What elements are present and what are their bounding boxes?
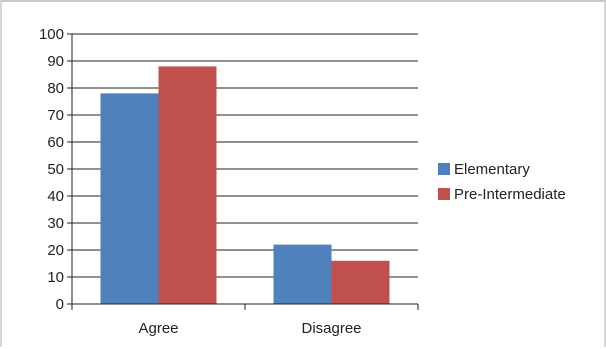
- y-tick-label: 0: [56, 296, 64, 313]
- y-tick-label: 80: [47, 80, 64, 97]
- x-category-label: Agree: [138, 320, 178, 337]
- legend-label: Elementary: [454, 161, 530, 178]
- y-tick-label: 100: [39, 26, 64, 43]
- bar-pre-intermediate-disagree: [331, 260, 390, 304]
- bar-pre-intermediate-agree: [158, 66, 217, 305]
- y-tick-label: 60: [47, 134, 64, 151]
- legend-swatch: [438, 188, 450, 200]
- bar-elementary-agree: [100, 93, 159, 305]
- x-axis-categories: Agree Disagree: [138, 320, 361, 337]
- legend-label: Pre-Intermediate: [454, 186, 566, 203]
- y-tick-label: 30: [47, 215, 64, 232]
- y-tick-label: 10: [47, 269, 64, 286]
- y-axis-ticks: 0 10 20 30 40 50 60 70 80 90 100: [39, 26, 72, 313]
- legend-swatch: [438, 163, 450, 175]
- y-tick-label: 50: [47, 161, 64, 178]
- x-category-label: Disagree: [301, 320, 361, 337]
- y-tick-label: 90: [47, 53, 64, 70]
- y-tick-label: 40: [47, 188, 64, 205]
- bar-elementary-disagree: [273, 244, 332, 304]
- y-tick-label: 70: [47, 107, 64, 124]
- legend: Elementary Pre-Intermediate: [438, 161, 566, 203]
- y-tick-label: 20: [47, 242, 64, 259]
- bars: [100, 66, 390, 305]
